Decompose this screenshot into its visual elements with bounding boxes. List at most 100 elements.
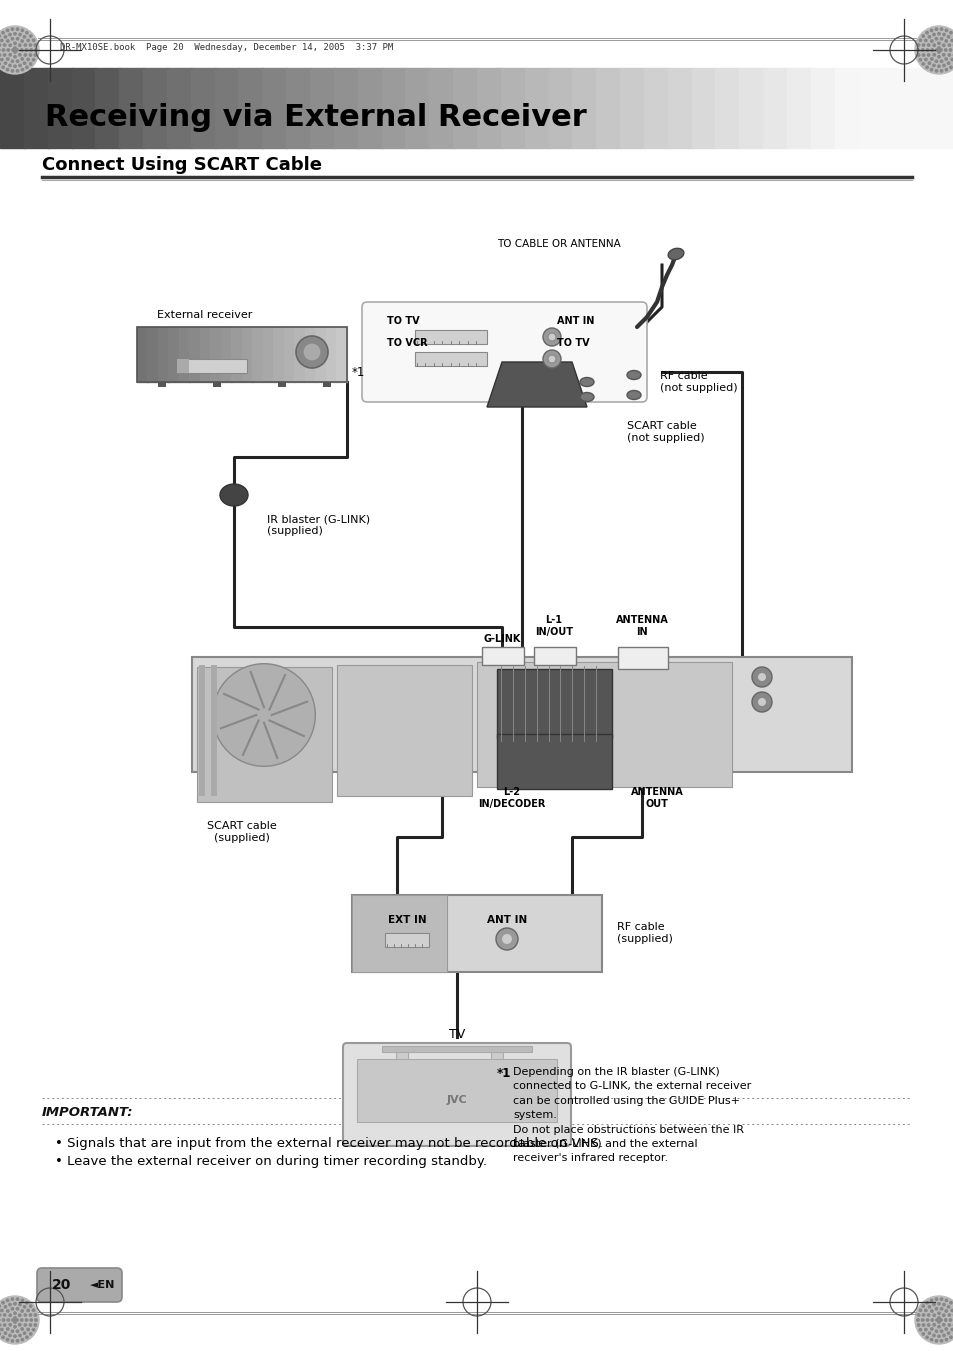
Text: SCART cable
(supplied): SCART cable (supplied) bbox=[207, 821, 276, 843]
Bar bbox=[221, 327, 232, 382]
Circle shape bbox=[13, 55, 16, 58]
Circle shape bbox=[27, 39, 30, 42]
Text: TO VCR: TO VCR bbox=[387, 338, 427, 349]
Circle shape bbox=[942, 1324, 944, 1325]
Text: ◄EN: ◄EN bbox=[90, 1279, 115, 1290]
Circle shape bbox=[7, 1310, 9, 1312]
Circle shape bbox=[950, 58, 952, 61]
Circle shape bbox=[932, 34, 934, 35]
Bar bbox=[497, 669, 612, 738]
Circle shape bbox=[32, 1309, 34, 1312]
Circle shape bbox=[9, 54, 11, 55]
Circle shape bbox=[939, 1319, 942, 1321]
Text: RF cable
(supplied): RF cable (supplied) bbox=[617, 923, 672, 944]
Circle shape bbox=[950, 1328, 952, 1331]
Circle shape bbox=[923, 39, 926, 42]
Bar bbox=[834, 68, 859, 149]
Circle shape bbox=[13, 42, 16, 45]
Circle shape bbox=[24, 1313, 27, 1316]
Circle shape bbox=[946, 1332, 949, 1335]
Circle shape bbox=[16, 1319, 18, 1321]
Circle shape bbox=[943, 49, 946, 51]
Bar bbox=[191, 68, 215, 149]
Circle shape bbox=[13, 51, 16, 53]
Circle shape bbox=[30, 62, 31, 65]
Circle shape bbox=[925, 31, 927, 34]
Bar bbox=[548, 68, 573, 149]
Bar bbox=[323, 382, 331, 386]
Circle shape bbox=[944, 1328, 946, 1331]
Circle shape bbox=[21, 1328, 23, 1331]
Bar bbox=[177, 359, 247, 373]
Circle shape bbox=[32, 39, 34, 42]
Circle shape bbox=[917, 1324, 919, 1327]
Bar bbox=[119, 68, 144, 149]
Bar bbox=[232, 327, 242, 382]
Bar bbox=[274, 327, 284, 382]
Circle shape bbox=[11, 70, 13, 72]
Ellipse shape bbox=[579, 377, 594, 386]
Circle shape bbox=[496, 928, 517, 950]
Circle shape bbox=[1, 39, 3, 42]
Bar bbox=[192, 657, 851, 771]
Circle shape bbox=[13, 47, 16, 49]
Bar bbox=[415, 353, 486, 366]
Circle shape bbox=[13, 1302, 16, 1305]
Circle shape bbox=[934, 38, 937, 41]
Text: TO TV: TO TV bbox=[387, 316, 419, 326]
Bar bbox=[277, 382, 286, 386]
Bar bbox=[294, 327, 305, 382]
Circle shape bbox=[934, 1329, 937, 1332]
Circle shape bbox=[16, 1308, 19, 1310]
Ellipse shape bbox=[667, 249, 683, 259]
Circle shape bbox=[30, 54, 31, 57]
Circle shape bbox=[926, 54, 929, 57]
Circle shape bbox=[940, 28, 942, 30]
Bar bbox=[310, 68, 335, 149]
Text: TO CABLE OR ANTENNA: TO CABLE OR ANTENNA bbox=[497, 239, 620, 249]
Circle shape bbox=[930, 49, 932, 51]
Circle shape bbox=[303, 343, 320, 361]
Circle shape bbox=[501, 934, 512, 944]
Circle shape bbox=[925, 1301, 927, 1304]
Circle shape bbox=[30, 1305, 31, 1308]
Circle shape bbox=[1, 1328, 3, 1331]
Circle shape bbox=[30, 1324, 31, 1327]
Circle shape bbox=[30, 1332, 31, 1335]
FancyBboxPatch shape bbox=[37, 1269, 122, 1302]
Circle shape bbox=[940, 38, 942, 41]
Circle shape bbox=[26, 1336, 28, 1339]
Bar bbox=[167, 68, 192, 149]
Circle shape bbox=[927, 1305, 930, 1308]
Circle shape bbox=[946, 62, 949, 65]
Bar bbox=[905, 68, 930, 149]
Circle shape bbox=[30, 1319, 32, 1321]
Bar bbox=[305, 327, 315, 382]
Circle shape bbox=[21, 1310, 23, 1312]
Circle shape bbox=[16, 1340, 19, 1342]
Circle shape bbox=[917, 43, 919, 46]
Circle shape bbox=[21, 1339, 24, 1340]
Circle shape bbox=[948, 49, 951, 51]
Bar bbox=[286, 68, 311, 149]
Bar bbox=[453, 68, 477, 149]
Circle shape bbox=[23, 35, 26, 38]
Bar bbox=[284, 327, 294, 382]
Circle shape bbox=[942, 45, 944, 46]
Bar bbox=[882, 68, 906, 149]
Circle shape bbox=[937, 1335, 940, 1337]
Circle shape bbox=[21, 30, 24, 31]
Bar bbox=[238, 68, 263, 149]
Circle shape bbox=[4, 43, 6, 46]
Circle shape bbox=[9, 1315, 11, 1316]
Bar bbox=[691, 68, 716, 149]
Text: • Leave the external receiver on during timer recording standby.: • Leave the external receiver on during … bbox=[55, 1155, 486, 1167]
Bar bbox=[214, 68, 239, 149]
Circle shape bbox=[942, 34, 944, 35]
Text: JVC: JVC bbox=[446, 1096, 467, 1105]
Circle shape bbox=[11, 1329, 13, 1332]
Bar bbox=[476, 68, 501, 149]
Circle shape bbox=[929, 30, 932, 31]
Circle shape bbox=[950, 39, 952, 42]
Circle shape bbox=[942, 1335, 944, 1336]
